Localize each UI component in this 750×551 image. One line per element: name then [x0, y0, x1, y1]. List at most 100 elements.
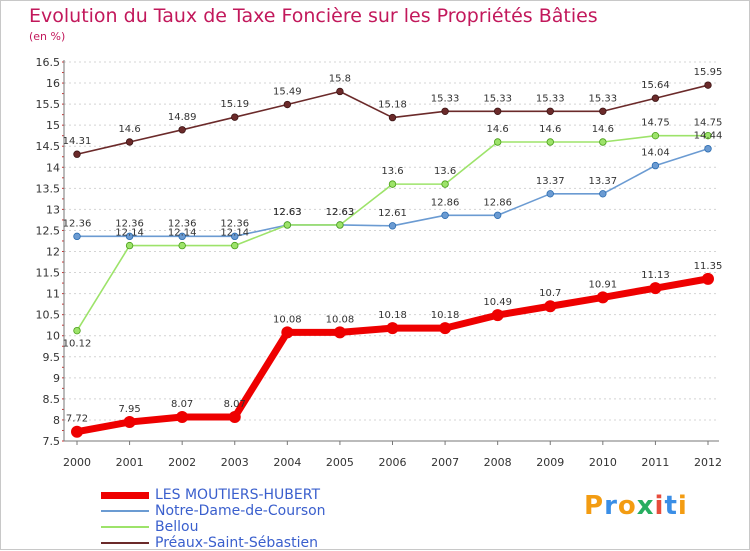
y-tick-label: 16 — [46, 77, 60, 90]
data-label: 15.33 — [589, 93, 618, 104]
logo-letter: r — [604, 491, 618, 521]
y-tick-label: 14.5 — [36, 140, 61, 153]
data-label: 14.6 — [118, 124, 140, 135]
data-point — [125, 138, 134, 146]
data-label: 12.36 — [115, 218, 144, 229]
unit-label: (en %) — [29, 30, 66, 43]
data-point — [596, 291, 609, 304]
data-point — [283, 221, 292, 229]
data-point — [651, 161, 660, 170]
y-tick-label: 13 — [46, 203, 60, 216]
x-tick-label: 2008 — [484, 456, 512, 469]
data-label: 10.49 — [483, 297, 512, 308]
data-label: 11.13 — [641, 270, 670, 281]
x-tick-label: 2009 — [536, 456, 564, 469]
y-tick-label: 10.5 — [36, 309, 61, 322]
y-tick-label: 15 — [46, 119, 60, 132]
data-point — [704, 145, 712, 153]
y-tick-label: 15.5 — [36, 98, 61, 111]
x-tick-label: 2010 — [589, 456, 617, 469]
logo-letter: i — [654, 491, 665, 521]
data-label: 12.36 — [63, 218, 92, 229]
data-label: 15.19 — [220, 99, 249, 110]
logo-letter: x — [636, 491, 655, 521]
data-label: 12.14 — [115, 228, 144, 239]
y-tick-label: 11 — [46, 288, 60, 301]
data-point — [71, 425, 83, 438]
data-point — [388, 180, 397, 188]
data-label: 12.61 — [378, 208, 407, 219]
y-tick-label: 10 — [46, 330, 60, 343]
legend-label: Préaux-Saint-Sébastien — [155, 535, 318, 551]
data-point — [544, 300, 557, 313]
data-point — [441, 211, 449, 219]
data-point — [283, 100, 292, 109]
legend-label: Notre-Dame-de-Courson — [155, 503, 326, 519]
x-tick-label: 2001 — [116, 456, 144, 469]
data-label: 10.7 — [539, 288, 561, 299]
data-point — [702, 272, 714, 285]
data-label: 8.07 — [171, 399, 193, 410]
data-label: 14.6 — [487, 124, 509, 135]
logo-letter: t — [664, 491, 678, 521]
data-point — [599, 190, 607, 198]
y-tick-label: 14 — [46, 161, 60, 174]
data-point — [333, 326, 346, 339]
data-point — [336, 87, 344, 96]
y-tick-label: 11.5 — [36, 267, 61, 280]
data-point — [546, 190, 554, 198]
legend-swatch — [101, 510, 149, 512]
data-label: 15.33 — [483, 93, 512, 104]
data-label: 10.08 — [273, 314, 302, 325]
data-label: 8.07 — [224, 399, 246, 410]
logo-letter: i — [677, 491, 688, 521]
data-label: 10.91 — [589, 279, 618, 290]
y-tick-label: 7.5 — [43, 435, 61, 448]
data-point — [178, 232, 186, 241]
y-tick-label: 12.5 — [36, 224, 61, 237]
line-chart: 7.5 8 8.5 9 9.5 10 10.5 11 11.5 12 12.5 13 13.5 14 14.… — [36, 56, 723, 469]
data-label: 14.6 — [539, 124, 561, 135]
x-tick-label: 2002 — [168, 456, 196, 469]
legend-swatch — [101, 526, 149, 528]
data-point — [704, 131, 712, 140]
x-tick-label: 2004 — [273, 456, 301, 469]
data-label: 10.18 — [431, 310, 460, 321]
logo-letter: o — [617, 491, 637, 521]
data-point — [388, 222, 397, 230]
y-tick-label: 13.5 — [36, 182, 61, 195]
data-point — [178, 241, 186, 250]
x-tick-label: 2000 — [63, 456, 91, 469]
legend-swatch — [101, 492, 149, 499]
x-tick-label: 2005 — [326, 456, 354, 469]
data-point — [231, 113, 239, 121]
data-point — [123, 416, 136, 429]
data-point — [441, 180, 449, 188]
data-label: 12.63 — [326, 207, 355, 218]
data-label: 10.08 — [326, 314, 355, 325]
data-label: 15.95 — [694, 67, 723, 78]
data-point — [386, 322, 399, 335]
data-label: 13.6 — [381, 166, 403, 177]
data-label: 12.86 — [483, 197, 512, 208]
data-point — [546, 138, 554, 146]
x-tick-label: 2007 — [431, 456, 459, 469]
y-tick-label: 12 — [46, 246, 60, 259]
data-point — [231, 232, 239, 241]
data-label: 12.14 — [220, 228, 249, 239]
data-point — [176, 410, 189, 423]
data-label: 14.6 — [592, 124, 614, 135]
x-tick-label: 2011 — [641, 456, 669, 469]
data-point — [493, 211, 502, 219]
data-label: 13.37 — [536, 176, 565, 187]
data-label: 14.04 — [641, 148, 670, 159]
data-point — [599, 107, 607, 115]
y-tick-label: 9.5 — [43, 351, 61, 364]
data-point — [491, 309, 504, 322]
data-label: 15.64 — [641, 80, 670, 91]
data-label: 10.18 — [378, 310, 407, 321]
data-label: 15.8 — [329, 73, 351, 84]
data-point — [231, 241, 239, 250]
data-point — [704, 81, 712, 89]
data-point — [336, 221, 344, 229]
